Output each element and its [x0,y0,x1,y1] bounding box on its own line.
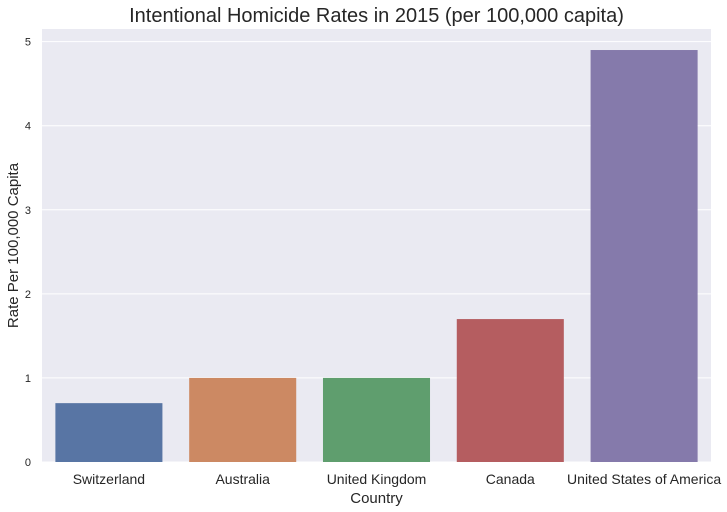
y-tick-label: 2 [25,289,31,301]
x-tick-label: Switzerland [73,471,145,487]
bar [189,377,297,462]
y-tick-label: 4 [25,121,31,133]
x-tick-labels: Switzerland Australia United Kingdom Canada… [73,471,722,487]
y-axis-label: Rate Per 100,000 Capita [5,162,22,328]
x-tick-label: Australia [215,471,270,487]
y-tick-label: 1 [25,373,31,385]
bars [55,50,698,463]
chart-title: Intentional Homicide Rates in 2015 (per … [129,5,624,27]
x-tick-label: United States of America [567,471,721,487]
bar [590,50,698,463]
x-tick-label: United Kingdom [327,471,427,487]
bar [55,403,163,462]
bar [322,377,431,462]
y-tick-label: 0 [25,457,31,469]
x-tick-label: Canada [486,471,535,487]
y-tick-label: 3 [25,205,31,217]
x-axis-label: Country [350,490,403,507]
y-tick-label: 5 [25,37,31,49]
y-tick-labels: 0 1 2 3 4 5 [25,37,31,469]
bar [456,319,564,462]
